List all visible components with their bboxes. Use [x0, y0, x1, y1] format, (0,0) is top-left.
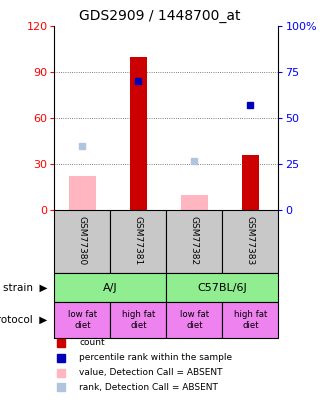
Text: high fat
diet: high fat diet	[234, 310, 267, 330]
Text: percentile rank within the sample: percentile rank within the sample	[79, 353, 232, 362]
Bar	[110, 302, 166, 338]
Text: GSM77382: GSM77382	[190, 216, 199, 265]
Bar	[181, 195, 208, 210]
Bar	[166, 273, 278, 302]
Bar	[130, 57, 147, 210]
Bar	[242, 155, 259, 210]
Text: low fat
diet: low fat diet	[68, 310, 97, 330]
Text: GDS2909 / 1448700_at: GDS2909 / 1448700_at	[79, 9, 241, 23]
Text: low fat
diet: low fat diet	[180, 310, 209, 330]
Bar	[54, 210, 110, 273]
Bar	[222, 302, 278, 338]
Text: strain  ▶: strain ▶	[3, 283, 48, 293]
Bar	[54, 273, 166, 302]
Bar	[166, 210, 222, 273]
Text: GSM77381: GSM77381	[134, 216, 143, 265]
Bar	[166, 302, 222, 338]
Bar	[110, 210, 166, 273]
Text: C57BL/6J: C57BL/6J	[197, 283, 247, 293]
Text: value, Detection Call = ABSENT: value, Detection Call = ABSENT	[79, 368, 222, 377]
Text: GSM77383: GSM77383	[246, 216, 255, 265]
Text: count: count	[79, 338, 105, 347]
Text: A/J: A/J	[103, 283, 118, 293]
Bar	[69, 177, 96, 210]
Bar	[222, 210, 278, 273]
Bar	[54, 302, 110, 338]
Text: protocol  ▶: protocol ▶	[0, 315, 48, 325]
Text: GSM77380: GSM77380	[78, 216, 87, 265]
Text: rank, Detection Call = ABSENT: rank, Detection Call = ABSENT	[79, 383, 218, 392]
Text: high fat
diet: high fat diet	[122, 310, 155, 330]
